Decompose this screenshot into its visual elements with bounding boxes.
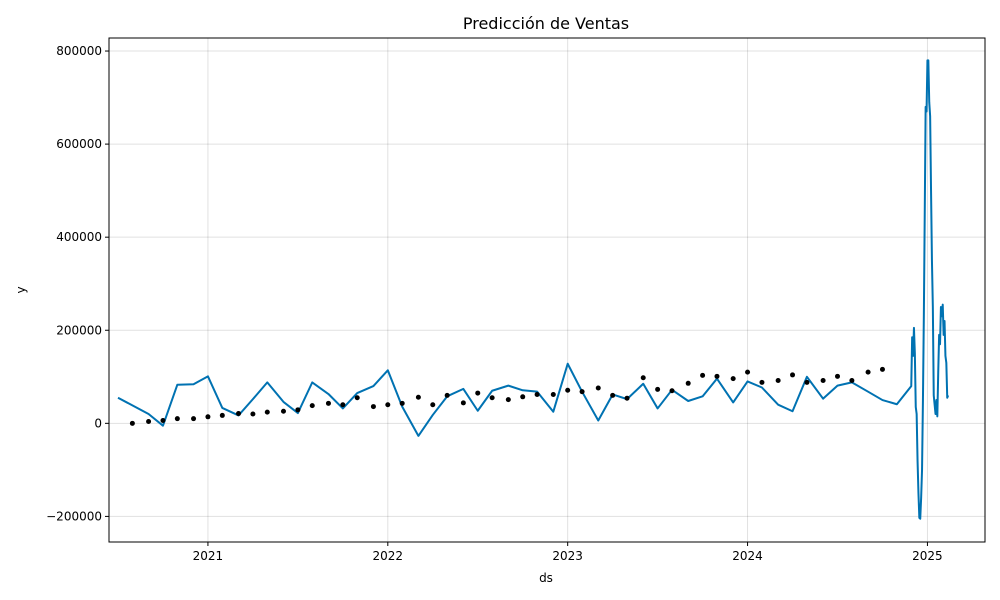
- observed-point: [820, 378, 826, 384]
- observed-point: [655, 386, 661, 392]
- y-tick-label: 800000: [56, 44, 102, 58]
- plot-area-frame: [108, 37, 986, 543]
- series-layer: [117, 59, 950, 520]
- observed-point: [640, 375, 646, 381]
- grid: [109, 38, 985, 542]
- y-tick-label: 200000: [56, 323, 102, 337]
- observed-point: [146, 418, 152, 424]
- observed-point: [460, 400, 466, 406]
- x-tick-label: 2021: [193, 549, 224, 563]
- observed-point: [370, 404, 376, 410]
- y-tick-label: 600000: [56, 137, 102, 151]
- observed-point: [624, 395, 630, 401]
- observed-point: [669, 388, 675, 394]
- x-tick-label: 2023: [552, 549, 583, 563]
- observed-point: [489, 395, 495, 401]
- observed-point: [191, 416, 197, 422]
- observed-point: [129, 420, 135, 426]
- x-tick-label: 2022: [373, 549, 404, 563]
- observed-point: [385, 402, 391, 408]
- y-tick-label: 400000: [56, 230, 102, 244]
- observed-point: [205, 414, 211, 420]
- y-axis: −200000 0 200000 400000 600000 800000: [46, 44, 109, 523]
- observed-point: [565, 387, 571, 393]
- observed-point: [865, 369, 871, 375]
- x-tick-label: 2024: [732, 549, 763, 563]
- observed-point: [505, 397, 511, 403]
- observed-point: [775, 378, 781, 384]
- chart-title: Predicción de Ventas: [463, 14, 629, 33]
- observed-point: [579, 389, 585, 395]
- observed-point: [354, 395, 360, 401]
- observed-point: [550, 391, 556, 397]
- observed-point: [264, 409, 270, 415]
- observed-point: [685, 380, 691, 386]
- observed-point: [174, 416, 180, 422]
- y-tick-label: −200000: [46, 509, 102, 523]
- x-axis: 2021 2022 2023 2024 2025: [193, 542, 943, 563]
- observed-point: [534, 391, 540, 397]
- observed-point: [849, 378, 855, 384]
- observed-point: [790, 372, 796, 378]
- observed-point: [714, 373, 720, 379]
- observed-point: [804, 379, 810, 385]
- observed-point: [475, 390, 481, 396]
- observed-point: [309, 403, 315, 409]
- observed-point: [340, 402, 346, 408]
- observed-point: [610, 392, 616, 398]
- observed-point: [700, 372, 706, 378]
- observed-point: [250, 411, 256, 417]
- observed-point: [280, 408, 286, 414]
- observed-point: [730, 376, 736, 382]
- observed-point: [879, 366, 885, 372]
- observed-point: [430, 402, 436, 408]
- observed-point: [444, 392, 450, 398]
- observed-point: [160, 418, 166, 424]
- x-axis-label: ds: [539, 571, 553, 585]
- observed-point: [759, 379, 765, 385]
- observed-point: [745, 369, 751, 375]
- observed-point: [520, 394, 526, 400]
- observed-point: [415, 394, 421, 400]
- observed-point: [295, 407, 301, 413]
- forecast-line: [117, 59, 950, 520]
- observed-point: [595, 385, 601, 391]
- observed-point: [835, 373, 840, 379]
- x-tick-label: 2025: [912, 549, 943, 563]
- y-axis-label: y: [14, 286, 28, 293]
- observed-point: [236, 411, 242, 417]
- observed-point: [219, 412, 225, 418]
- observed-point: [399, 400, 405, 406]
- y-tick-label: 0: [94, 416, 102, 430]
- observed-point: [325, 400, 331, 406]
